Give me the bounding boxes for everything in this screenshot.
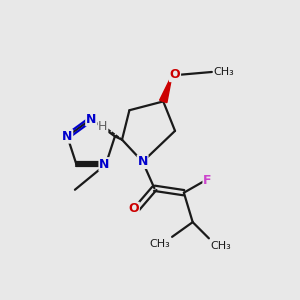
Text: F: F (203, 174, 212, 188)
Text: O: O (170, 68, 180, 81)
Polygon shape (160, 75, 172, 103)
Text: CH₃: CH₃ (150, 239, 171, 249)
Text: N: N (86, 112, 96, 126)
Text: H: H (98, 120, 108, 133)
Text: CH₃: CH₃ (213, 67, 234, 77)
Text: N: N (62, 130, 73, 143)
Text: O: O (128, 202, 139, 215)
Text: N: N (137, 155, 148, 168)
Text: N: N (99, 158, 110, 171)
Text: CH₃: CH₃ (210, 241, 231, 251)
